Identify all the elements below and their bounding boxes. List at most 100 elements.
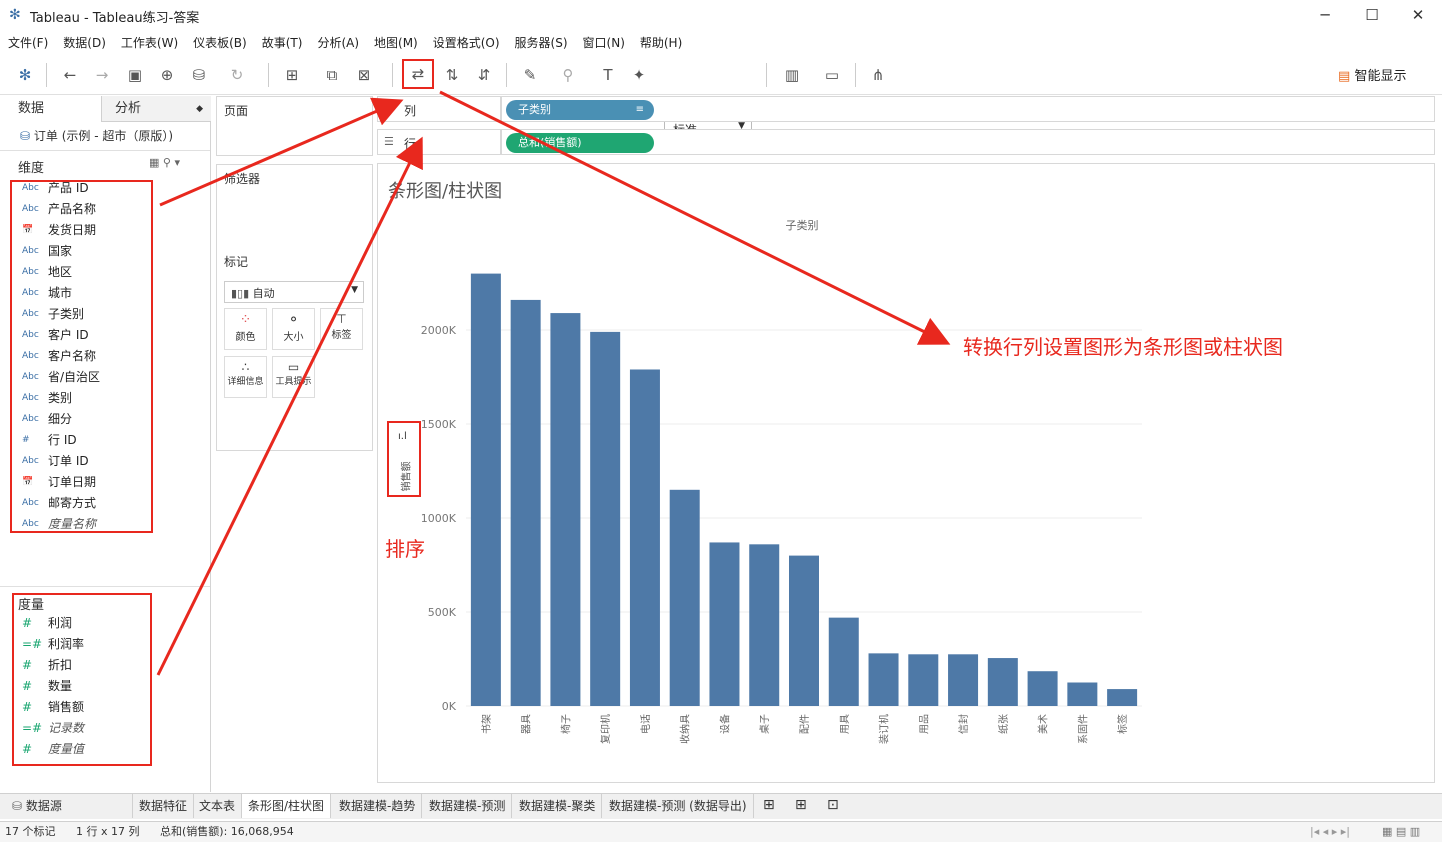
mark-type-select[interactable]: ▮▯▮ 自动 ▼ [224,281,364,303]
dimension-field[interactable]: Abc 产品名称 [0,199,200,220]
bar[interactable] [908,654,939,706]
bar[interactable] [1027,671,1058,706]
menu-data[interactable]: 数据(D) [63,36,106,50]
dimension-field[interactable]: Abc 类别 [0,388,200,409]
refresh-icon[interactable]: ↻ [230,66,244,84]
pane-splitter[interactable] [0,586,210,587]
new-sheet-tab-icon[interactable]: ⊞ [763,797,775,813]
bar[interactable] [510,299,541,706]
dimension-field[interactable]: Abc 客户 ID [0,325,200,346]
tab-data[interactable]: 数据 [0,96,101,122]
group-icon[interactable]: ⚲ [562,66,574,84]
duplicate-sheet-icon[interactable]: ⧉ [326,66,338,84]
sheet-tab[interactable]: 数据建模-聚类 [513,794,603,818]
sheet-tab[interactable]: 数据建模-预测 [423,794,513,818]
bar[interactable] [828,617,859,706]
menu-server[interactable]: 服务器(S) [514,36,568,50]
menu-dashboard[interactable]: 仪表板(B) [193,36,247,50]
show-cards-icon[interactable]: ▥ [784,66,800,84]
view-toggle-icon[interactable]: ▦ ⚲ ▾ [149,156,180,169]
bar[interactable] [789,555,819,706]
new-datasource-icon[interactable]: ⊕ [160,66,174,84]
mark-size-button[interactable]: ⚬ 大小 [272,308,315,350]
menu-help[interactable]: 帮助(H) [639,36,683,50]
mark-label-button[interactable]: ⊤ 标签 [320,308,363,350]
sort-ascending-icon[interactable]: ⇅ [445,66,459,84]
save-icon[interactable]: ▣ [127,66,143,84]
dimension-field[interactable]: Abc 邮寄方式 [0,493,200,514]
measure-field[interactable]: # 利润 [0,613,200,634]
dimension-field[interactable]: Abc 订单 ID [0,451,200,472]
measure-field[interactable]: =# 利润率 [0,634,200,655]
fix-axes-icon[interactable]: ✦ [632,66,646,84]
dimension-field[interactable]: Abc 客户名称 [0,346,200,367]
close-button[interactable]: ✕ [1411,6,1425,24]
datasource-item[interactable]: ⛁ 订单 (示例 - 超市（原版）) [20,127,173,144]
dimension-field[interactable]: Abc 产品 ID [0,178,200,199]
sheet-tab-active[interactable]: 条形图/柱状图 [242,794,332,818]
measure-field[interactable]: =# 记录数 [0,718,200,739]
show-labels-icon[interactable]: T [603,66,613,84]
bar[interactable] [1067,682,1098,707]
bar[interactable] [1107,689,1138,706]
dimension-field[interactable]: # 行 ID [0,430,200,451]
dimension-field[interactable]: Abc 细分 [0,409,200,430]
tab-analysis[interactable]: 分析 ◆ [101,96,211,122]
grid-view-icon[interactable]: ▦ ▤ ▥ [1382,825,1421,838]
dimension-field[interactable]: Abc 城市 [0,283,200,304]
new-sheet-icon[interactable]: ⊞ [285,66,299,84]
sheet-tab[interactable]: 数据建模-趋势 [333,794,423,818]
measure-field[interactable]: # 度量值 [0,739,200,760]
bar[interactable] [669,489,700,706]
measure-field[interactable]: # 折扣 [0,655,200,676]
clear-sheet-icon[interactable]: ⊠ [357,66,371,84]
redo-icon[interactable]: → [95,66,109,84]
new-story-tab-icon[interactable]: ⊡ [827,797,839,813]
y-axis-pill[interactable]: ı.l 销售额 [387,421,421,497]
share-icon[interactable]: ⋔ [871,66,885,84]
highlight-icon[interactable]: ✎ [523,66,537,84]
show-me-button[interactable]: ▤ 智能显示 [1338,65,1406,84]
rows-shelf[interactable]: 总和(销售额) [501,129,1435,155]
minimize-button[interactable]: ─ [1320,6,1330,24]
bar[interactable] [749,544,780,706]
bar[interactable] [590,331,621,706]
bar[interactable] [868,653,899,706]
sort-descending-icon[interactable]: ⇵ [477,66,491,84]
dimension-field[interactable]: Abc 省/自治区 [0,367,200,388]
menu-file[interactable]: 文件(F) [8,36,49,50]
rows-pill[interactable]: 总和(销售额) [506,133,654,153]
sheet-nav-icon[interactable]: |◂ ◂ ▸ ▸| [1310,825,1350,838]
bar[interactable] [709,542,740,706]
menu-window[interactable]: 窗口(N) [582,36,625,50]
new-dashboard-tab-icon[interactable]: ⊞ [795,797,807,813]
menu-analysis[interactable]: 分析(A) [317,36,360,50]
mark-color-button[interactable]: ⁘ 颜色 [224,308,267,350]
tab-datasource[interactable]: ⛁ 数据源 [6,794,133,818]
measure-field[interactable]: # 销售额 [0,697,200,718]
columns-pill[interactable]: 子类别 ≡ [506,100,654,120]
dimension-field[interactable]: Abc 地区 [0,262,200,283]
pages-shelf[interactable]: 页面 [216,96,373,156]
bar[interactable] [948,654,979,706]
maximize-button[interactable]: ☐ [1365,6,1379,24]
sheet-tab[interactable]: 数据特征 [133,794,195,818]
pause-update-icon[interactable]: ⛁ [192,66,206,84]
bar[interactable] [987,658,1018,706]
dimension-field[interactable]: Abc 度量名称 [0,514,200,535]
bar[interactable] [550,313,581,706]
dimension-field[interactable]: Abc 子类别 [0,304,200,325]
dimension-field[interactable]: Abc 国家 [0,241,200,262]
menu-story[interactable]: 故事(T) [261,36,303,50]
mark-detail-button[interactable]: ∴ 详细信息 [224,356,267,398]
presentation-mode-icon[interactable]: ▭ [824,66,840,84]
tableau-home-icon[interactable]: ✻ [18,66,32,84]
mark-tooltip-button[interactable]: ▭ 工具提示 [272,356,315,398]
bar[interactable] [629,369,660,706]
measure-field[interactable]: # 数量 [0,676,200,697]
dimension-field[interactable]: 📅 订单日期 [0,472,200,493]
menu-format[interactable]: 设置格式(O) [432,36,500,50]
dimension-field[interactable]: 📅 发货日期 [0,220,200,241]
swap-rows-columns-icon[interactable]: ⇄ [402,59,434,89]
bar[interactable] [470,273,501,706]
